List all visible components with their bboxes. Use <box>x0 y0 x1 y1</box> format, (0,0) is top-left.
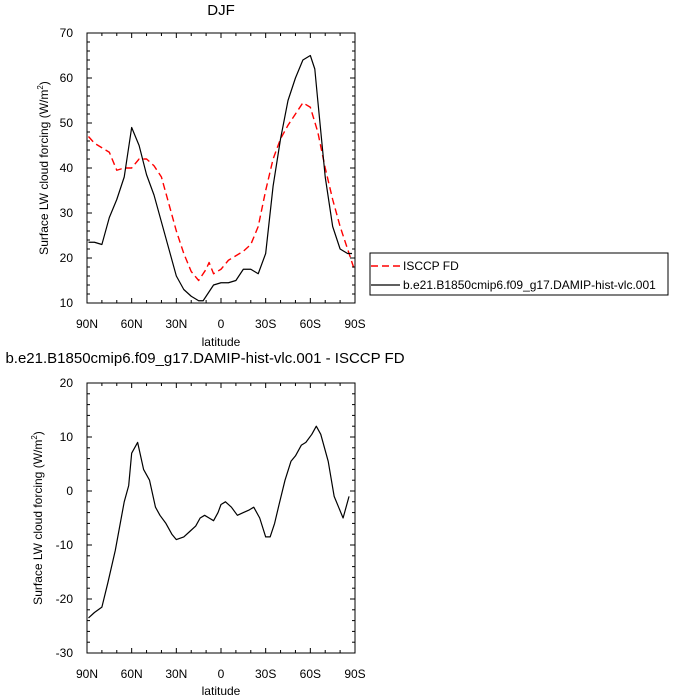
bottom-chart-series-line-1 <box>88 425 350 619</box>
legend-label-model: b.e21.B1850cmip6.f09_g17.DAMIP-hist-vlc.… <box>403 278 656 292</box>
top-chart-x-tick-label: 90N <box>76 317 98 331</box>
top-chart-y-tick-label: 10 <box>60 296 74 310</box>
legend-box <box>369 252 669 296</box>
bottom-chart-x-tick-label: 60N <box>121 667 143 681</box>
top-chart-y-tick-label: 30 <box>60 206 74 220</box>
bottom-chart-x-tick-label: 30S <box>255 667 276 681</box>
bottom-chart-y-tick-label: 20 <box>60 376 74 390</box>
top-chart-legend: ISCCP FD b.e21.B1850cmip6.f09_g17.DAMIP-… <box>369 252 669 296</box>
bottom-chart-y-tick-label: 0 <box>66 484 73 498</box>
bottom-chart-plot-frame <box>86 382 356 654</box>
top-chart-y-tick-label: 50 <box>60 116 74 130</box>
top-chart-x-tick-label: 90S <box>344 317 365 331</box>
top-chart-ylabel-superscript: 2 <box>36 85 45 90</box>
top-chart-series-line-1 <box>87 102 356 282</box>
bottom-chart-x-tick-label: 90N <box>76 667 98 681</box>
top-chart-y-tick-label: 40 <box>60 161 74 175</box>
top-chart-x-tick-label: 60N <box>121 317 143 331</box>
legend-label-isccp: ISCCP FD <box>403 259 459 273</box>
top-chart-xlabel: latitude <box>202 335 241 349</box>
bottom-chart-x-tick-label: 90S <box>344 667 365 681</box>
top-chart-panel: DJF 90N 60N 30N 0 30S 60S 90S 10 20 30 40 50 60 70 la… <box>36 2 669 349</box>
bottom-chart-x-tick-label: 60S <box>300 667 321 681</box>
top-chart-series-group <box>87 54 356 302</box>
bottom-chart-y-tick-label: -20 <box>56 592 74 606</box>
top-chart-x-tick-label: 60S <box>300 317 321 331</box>
bottom-chart-y-tick-label: -30 <box>56 646 74 660</box>
top-chart-x-tick-label: 0 <box>218 317 225 331</box>
top-chart-y-tick-label: 60 <box>60 71 74 85</box>
bottom-chart-xlabel: latitude <box>202 684 241 698</box>
top-chart-tick-group: 90N 60N 30N 0 30S 60S 90S 10 20 30 40 50 60 70 <box>60 26 366 331</box>
bottom-chart-series-group <box>88 425 350 619</box>
bottom-chart-panel: b.e21.B1850cmip6.f09_g17.DAMIP-hist-vlc.… <box>5 350 404 698</box>
bottom-chart-x-tick-label: 30N <box>165 667 187 681</box>
bottom-chart-ylabel-superscript: 2 <box>30 435 39 440</box>
top-chart-x-tick-label: 30N <box>165 317 187 331</box>
top-chart-series-line-2 <box>88 54 353 302</box>
bottom-chart-y-tick-label: -10 <box>56 538 74 552</box>
bottom-chart-x-tick-label: 0 <box>218 667 225 681</box>
top-chart-ylabel: Surface LW cloud forcing (W/m2) <box>36 81 51 255</box>
top-chart-y-tick-label: 70 <box>60 26 74 40</box>
bottom-chart-tick-group: 90N 60N 30N 0 30S 60S 90S -30 -20 -10 0 10 20 <box>56 376 366 681</box>
bottom-chart-title: b.e21.B1850cmip6.f09_g17.DAMIP-hist-vlc.… <box>5 350 404 367</box>
top-chart-y-tick-label: 20 <box>60 251 74 265</box>
top-chart-x-tick-label: 30S <box>255 317 276 331</box>
bottom-chart-y-tick-label: 10 <box>60 430 74 444</box>
top-chart-title: DJF <box>207 2 235 19</box>
bottom-chart-ylabel: Surface LW cloud forcing (W/m2) <box>30 431 45 605</box>
